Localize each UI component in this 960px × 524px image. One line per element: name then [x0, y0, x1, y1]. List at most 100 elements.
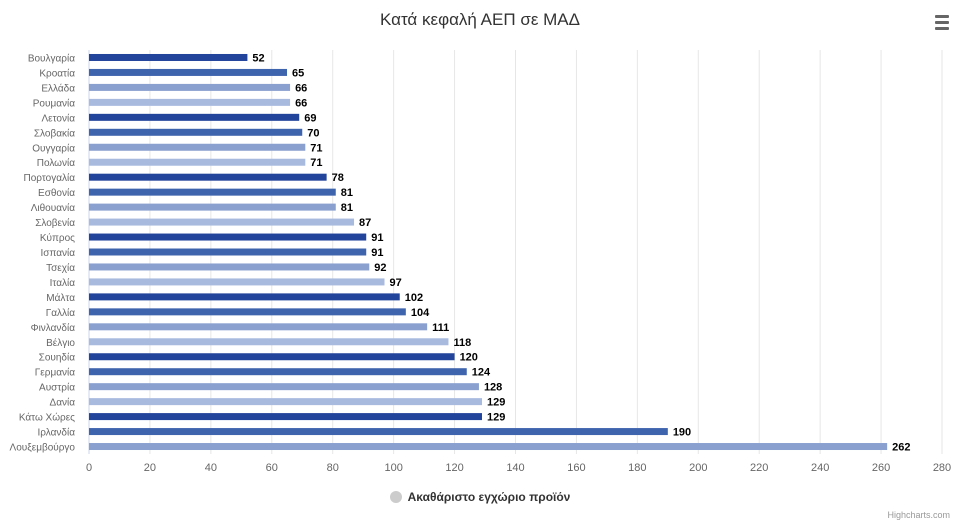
y-category-label: Λιθουανία	[31, 202, 75, 214]
bar	[89, 353, 455, 361]
data-label: 91	[371, 247, 383, 259]
data-label: 120	[460, 352, 478, 364]
legend-item[interactable]: Ακαθάριστο εγχώριο προϊόν	[389, 490, 571, 504]
y-category-label: Λετονία	[41, 112, 75, 124]
bar	[89, 338, 449, 346]
bar	[89, 188, 336, 196]
chart-title: Κατά κεφαλή ΑΕΠ σε ΜΑΔ	[380, 10, 580, 29]
bar	[89, 398, 482, 406]
x-tick-label: 120	[445, 462, 463, 474]
y-category-label: Φινλανδία	[31, 322, 76, 334]
data-label: 262	[892, 442, 910, 454]
data-label: 104	[411, 307, 430, 319]
data-label: 78	[332, 172, 344, 184]
x-tick-label: 80	[327, 462, 339, 474]
data-label: 190	[673, 427, 691, 439]
bar	[89, 128, 303, 136]
y-category-label: Κάτω Χώρες	[19, 412, 75, 424]
y-category-label: Ιρλανδία	[38, 427, 76, 439]
data-label: 71	[310, 142, 322, 154]
bar	[89, 368, 467, 376]
data-label: 87	[359, 217, 371, 229]
y-category-label: Εσθονία	[38, 187, 75, 199]
data-label: 52	[252, 52, 264, 64]
credits-link[interactable]: Highcharts.com	[887, 510, 950, 520]
x-tick-label: 0	[86, 462, 92, 474]
x-tick-label: 60	[266, 462, 278, 474]
data-label: 66	[295, 97, 307, 109]
bar	[89, 143, 306, 151]
data-label: 81	[341, 202, 353, 214]
data-label: 66	[295, 82, 307, 94]
bar	[89, 68, 288, 76]
bar	[89, 218, 355, 226]
data-label: 124	[472, 367, 491, 379]
y-category-label: Λουξεμβούργο	[10, 442, 76, 454]
legend-marker	[389, 491, 402, 503]
y-category-label: Ρουμανία	[33, 97, 75, 109]
bar-chart: 0 20 40 60 80 100 120 140 160 180 200 220 240 260 280 Β…	[10, 50, 951, 474]
x-tick-label: 160	[567, 462, 585, 474]
y-category-label: Τσεχία	[46, 262, 75, 274]
x-tick-label: 20	[144, 462, 156, 474]
y-category-label: Σλοβενία	[35, 217, 75, 229]
data-label: 118	[453, 337, 471, 349]
x-tick-label: 180	[628, 462, 646, 474]
y-category-label: Μάλτα	[46, 292, 75, 304]
y-category-label: Βουλγαρία	[28, 52, 75, 64]
bar	[89, 113, 300, 121]
y-category-label: Σλοβακία	[34, 127, 75, 139]
data-label: 128	[484, 382, 502, 394]
bar	[89, 173, 327, 181]
y-category-label: Δανία	[50, 397, 76, 409]
y-category-label: Πολωνία	[37, 157, 75, 169]
data-label: 71	[310, 157, 322, 169]
data-label: 102	[405, 292, 423, 304]
bar	[89, 278, 385, 286]
y-category-label: Βέλγιο	[46, 337, 75, 349]
bar	[89, 248, 367, 256]
bar	[89, 428, 668, 436]
bar	[89, 413, 482, 421]
bar	[89, 383, 479, 391]
x-tick-label: 140	[506, 462, 524, 474]
legend-label: Ακαθάριστο εγχώριο προϊόν	[407, 490, 571, 504]
x-tick-label: 100	[384, 462, 402, 474]
data-label: 129	[487, 412, 505, 424]
y-category-label: Ιταλία	[50, 277, 76, 289]
data-label: 91	[371, 232, 383, 244]
bar	[89, 443, 888, 451]
bar	[89, 263, 370, 271]
y-category-label: Ελλάδα	[41, 82, 75, 94]
x-tick-label: 280	[933, 462, 951, 474]
data-label: 65	[292, 67, 304, 79]
bar	[89, 293, 400, 301]
x-tick-label: 40	[205, 462, 217, 474]
x-tick-label: 260	[872, 462, 890, 474]
hamburger-menu-icon[interactable]	[932, 12, 952, 34]
y-category-label: Σουηδία	[39, 352, 76, 364]
data-label: 70	[307, 127, 319, 139]
data-label: 129	[487, 397, 505, 409]
y-category-label: Γερμανία	[35, 367, 75, 379]
legend: Ακαθάριστο εγχώριο προϊόν	[0, 490, 960, 506]
x-tick-label: 240	[811, 462, 829, 474]
data-label: 92	[374, 262, 386, 274]
bar	[89, 83, 291, 91]
data-label: 97	[390, 277, 402, 289]
bar	[89, 233, 367, 241]
x-tick-label: 200	[689, 462, 707, 474]
data-label: 81	[341, 187, 353, 199]
y-category-label: Ισπανία	[41, 247, 76, 259]
data-label: 69	[304, 112, 316, 124]
bar	[89, 98, 291, 106]
bar	[89, 53, 248, 61]
bar	[89, 308, 406, 316]
y-category-label: Κροατία	[39, 67, 75, 79]
y-category-label: Αυστρία	[39, 382, 75, 394]
bar	[89, 158, 306, 166]
y-category-label: Γαλλία	[46, 307, 76, 319]
bar	[89, 203, 336, 211]
y-category-label: Κύπρος	[40, 232, 75, 244]
data-label: 111	[432, 322, 449, 334]
